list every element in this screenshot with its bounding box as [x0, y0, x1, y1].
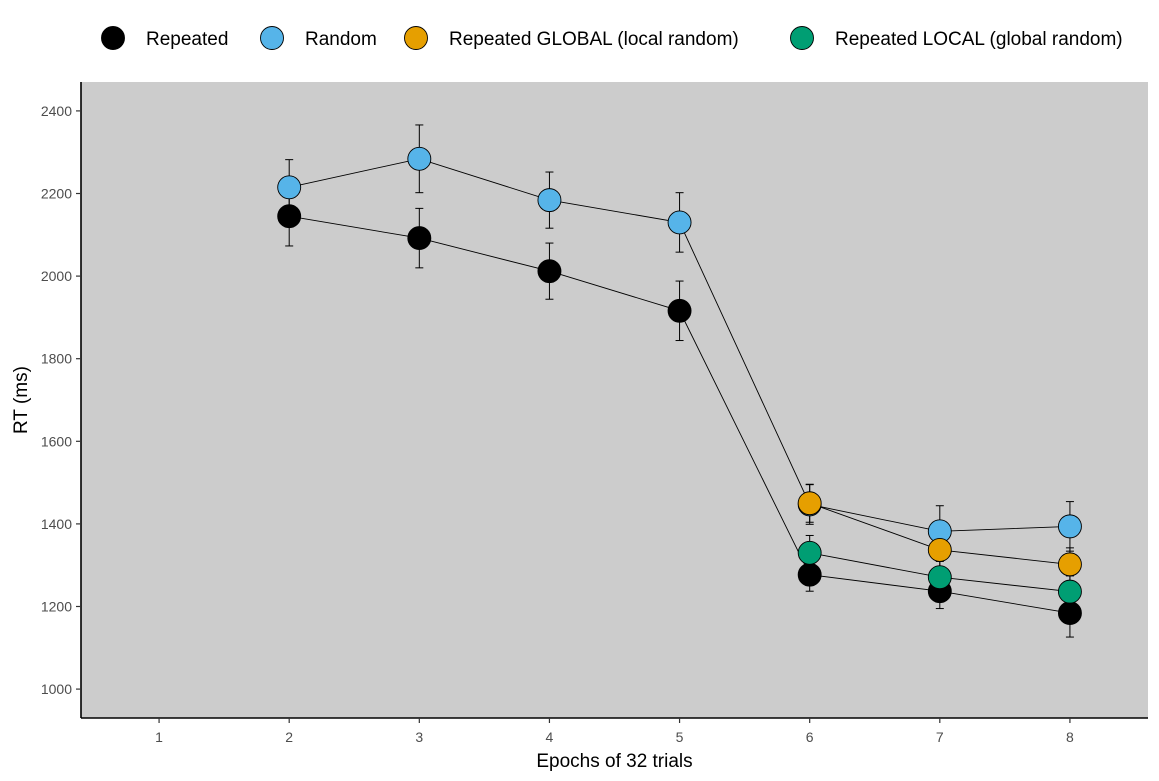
data-point-repeated [797, 562, 822, 587]
x-tick-label: 5 [676, 729, 684, 745]
data-point-random [1057, 514, 1082, 539]
y-tick-label: 2400 [41, 103, 72, 119]
data-point-repeated-local-global-random [927, 565, 952, 590]
y-tick-label: 1200 [41, 598, 72, 614]
legend-key-repeated-global-local-random [404, 26, 428, 50]
data-point-repeated [277, 204, 302, 229]
y-tick-label: 1400 [41, 516, 72, 532]
y-tick-label: 2000 [41, 268, 72, 284]
x-tick-label: 4 [546, 729, 554, 745]
data-point-repeated [407, 226, 432, 251]
legend-key-repeated-local-global-random [790, 26, 814, 50]
data-point-random [407, 146, 432, 171]
data-point-repeated-local-global-random [797, 540, 822, 565]
plot-panel [81, 82, 1148, 718]
x-tick-label: 1 [155, 729, 163, 745]
data-point-random [277, 175, 302, 200]
x-tick-label: 6 [806, 729, 814, 745]
data-point-repeated-local-global-random [1057, 579, 1082, 604]
data-point-repeated-global-local-random [927, 537, 952, 562]
y-tick-label: 1000 [41, 681, 72, 697]
x-tick-label: 2 [285, 729, 293, 745]
data-point-repeated-global-local-random [797, 491, 822, 516]
data-point-repeated [667, 298, 692, 323]
legend-key-repeated [101, 26, 125, 50]
legend-item-random: Random [260, 26, 377, 50]
data-point-repeated-global-local-random [1057, 552, 1082, 577]
legend-item-repeated: Repeated [101, 26, 228, 50]
x-axis-title: Epochs of 32 trials [536, 751, 692, 772]
legend-label-repeated-local-global-random: Repeated LOCAL (global random) [835, 29, 1123, 50]
data-point-random [537, 188, 562, 213]
x-tick-label: 3 [415, 729, 423, 745]
axes-layer: 1000 1200 1400 1600 1800 2000 2200 2400 1 2 3 4 5 6 7 8 [41, 82, 1148, 745]
legend-key-random [260, 26, 284, 50]
legend-item-repeated-global-local-random: Repeated GLOBAL (local random) [404, 26, 739, 50]
x-tick-label: 8 [1066, 729, 1074, 745]
series-points [277, 146, 1082, 626]
x-tick-label: 7 [936, 729, 944, 745]
data-point-repeated [537, 259, 562, 284]
y-tick-label: 1800 [41, 351, 72, 367]
legend-label-repeated: Repeated [146, 29, 228, 50]
legend-item-repeated-local-global-random: Repeated LOCAL (global random) [790, 26, 1123, 50]
legend-label-repeated-global-local-random: Repeated GLOBAL (local random) [449, 29, 739, 50]
legend-label-random: Random [305, 29, 377, 50]
y-axis-title: RT (ms) [11, 366, 32, 434]
legend: Repeated Random Repeated GLOBAL (local ran… [101, 26, 1123, 50]
y-tick-label: 1600 [41, 433, 72, 449]
y-tick-label: 2200 [41, 186, 72, 202]
data-point-random [667, 210, 692, 235]
data-point-repeated [1057, 601, 1082, 626]
series-layer [277, 124, 1082, 638]
